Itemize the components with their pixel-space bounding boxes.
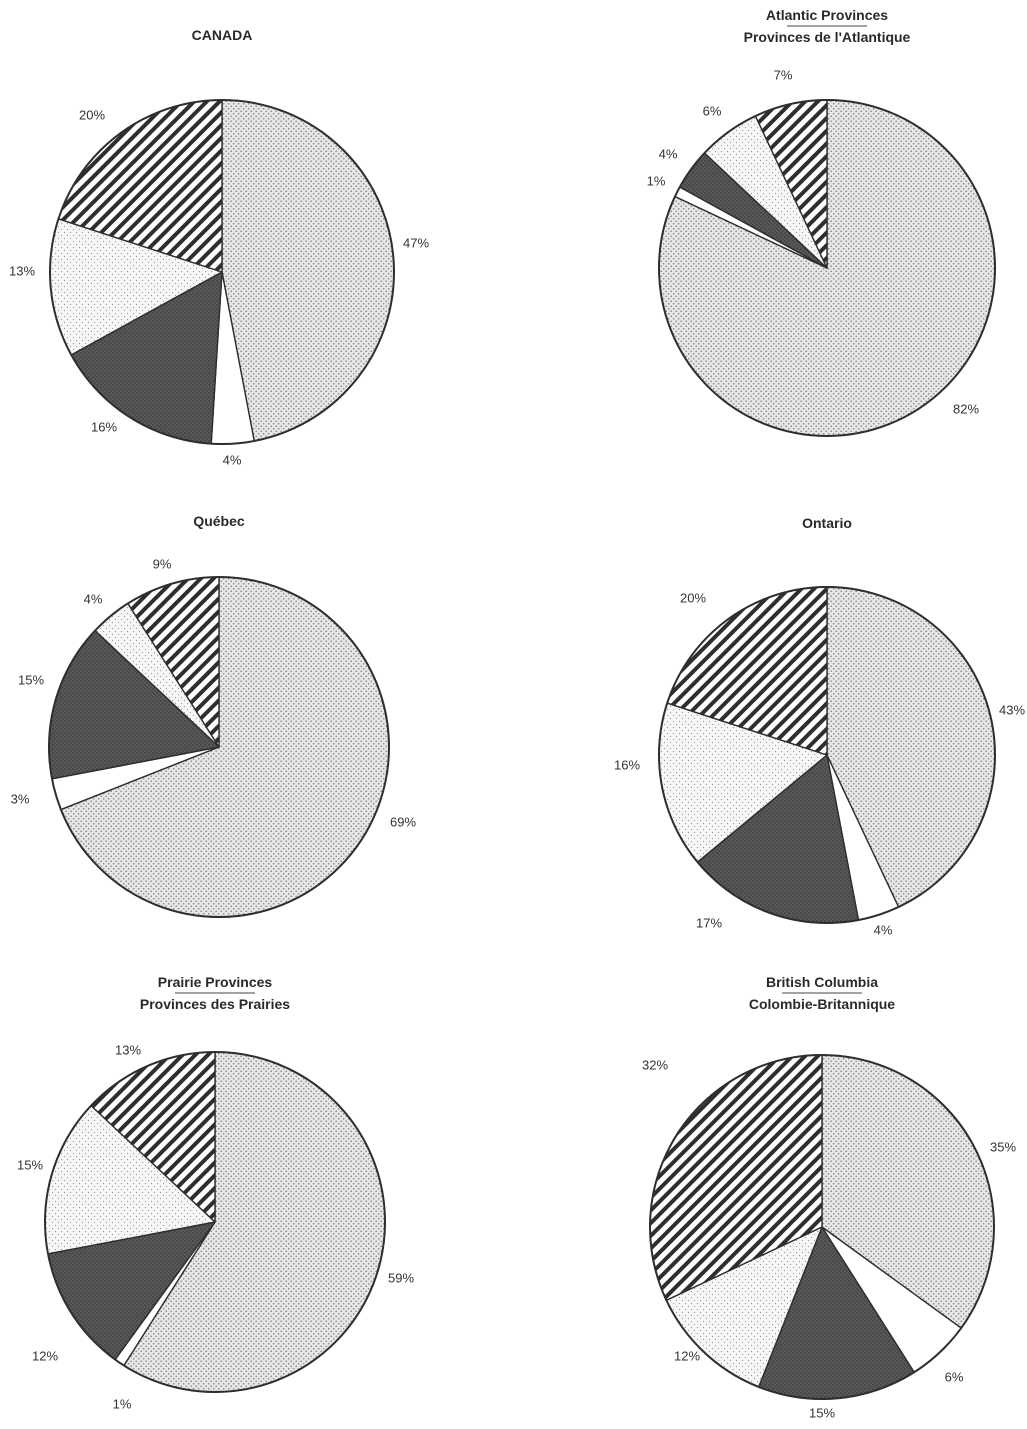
- chart-title: Atlantic Provinces: [766, 7, 888, 23]
- slice-label: 4%: [659, 146, 678, 161]
- slice-label: 20%: [680, 590, 706, 605]
- pie-outline: [44, 1051, 386, 1393]
- slice-label: 9%: [153, 556, 172, 571]
- slice-label: 17%: [696, 915, 722, 930]
- slice-label: 20%: [79, 107, 105, 122]
- slice-label: 1%: [113, 1396, 132, 1411]
- pie-outline: [658, 99, 996, 437]
- slice-label: 16%: [614, 757, 640, 772]
- slice-label: 13%: [9, 263, 35, 278]
- pie-slice-dots: [221, 99, 395, 442]
- slice-label: 15%: [18, 672, 44, 687]
- slice-label: 4%: [223, 452, 242, 467]
- slice-label: 1%: [647, 173, 666, 188]
- slice-label: 4%: [874, 922, 893, 937]
- pie-chart-british-columbia: British Columbia Colombie-Britannique 35% 6…: [642, 974, 1016, 1420]
- slice-label: 82%: [953, 401, 979, 416]
- slice-label: 16%: [91, 419, 117, 434]
- slice-label: 47%: [403, 235, 429, 250]
- slice-label: 3%: [11, 791, 30, 806]
- chart-subtitle: Colombie-Britannique: [749, 996, 895, 1012]
- pie-chart-canada: CANADA 47% 4% 16% 13% 20%: [9, 27, 429, 467]
- chart-title: Prairie Provinces: [158, 974, 273, 990]
- chart-title: British Columbia: [766, 974, 878, 990]
- pie-chart-prairie-provinces: Prairie Provinces Provinces des Prairies 5…: [17, 974, 414, 1411]
- chart-subtitle: Provinces des Prairies: [140, 996, 290, 1012]
- pie-outline: [49, 99, 395, 445]
- chart-title: CANADA: [192, 27, 253, 43]
- slice-label: 59%: [388, 1270, 414, 1285]
- slice-label: 6%: [703, 103, 722, 118]
- pie-outline: [658, 586, 996, 924]
- pie-chart-ontario: Ontario 43% 4% 17% 16% 20%: [614, 515, 1025, 937]
- slice-label: 43%: [999, 702, 1025, 717]
- pie-chart-quebec: Québec 69% 3% 15% 4% 9%: [11, 513, 416, 918]
- slice-label: 15%: [809, 1405, 835, 1420]
- slice-label: 13%: [115, 1042, 141, 1057]
- slice-label: 69%: [390, 814, 416, 829]
- slice-label: 6%: [945, 1369, 964, 1384]
- chart-title: Québec: [193, 513, 245, 529]
- slice-label: 12%: [674, 1348, 700, 1363]
- pie-outline: [649, 1054, 995, 1400]
- slice-label: 15%: [17, 1157, 43, 1172]
- chart-title: Ontario: [802, 515, 852, 531]
- slice-label: 4%: [84, 591, 103, 606]
- slice-label: 7%: [774, 67, 793, 82]
- pie-outline: [48, 576, 390, 918]
- pie-chart-atlantic-provinces: Atlantic Provinces Provinces de l'Atlanti…: [647, 7, 996, 437]
- slice-label: 12%: [32, 1348, 58, 1363]
- slice-label: 35%: [990, 1139, 1016, 1154]
- slice-label: 32%: [642, 1057, 668, 1072]
- chart-subtitle: Provinces de l'Atlantique: [744, 29, 911, 45]
